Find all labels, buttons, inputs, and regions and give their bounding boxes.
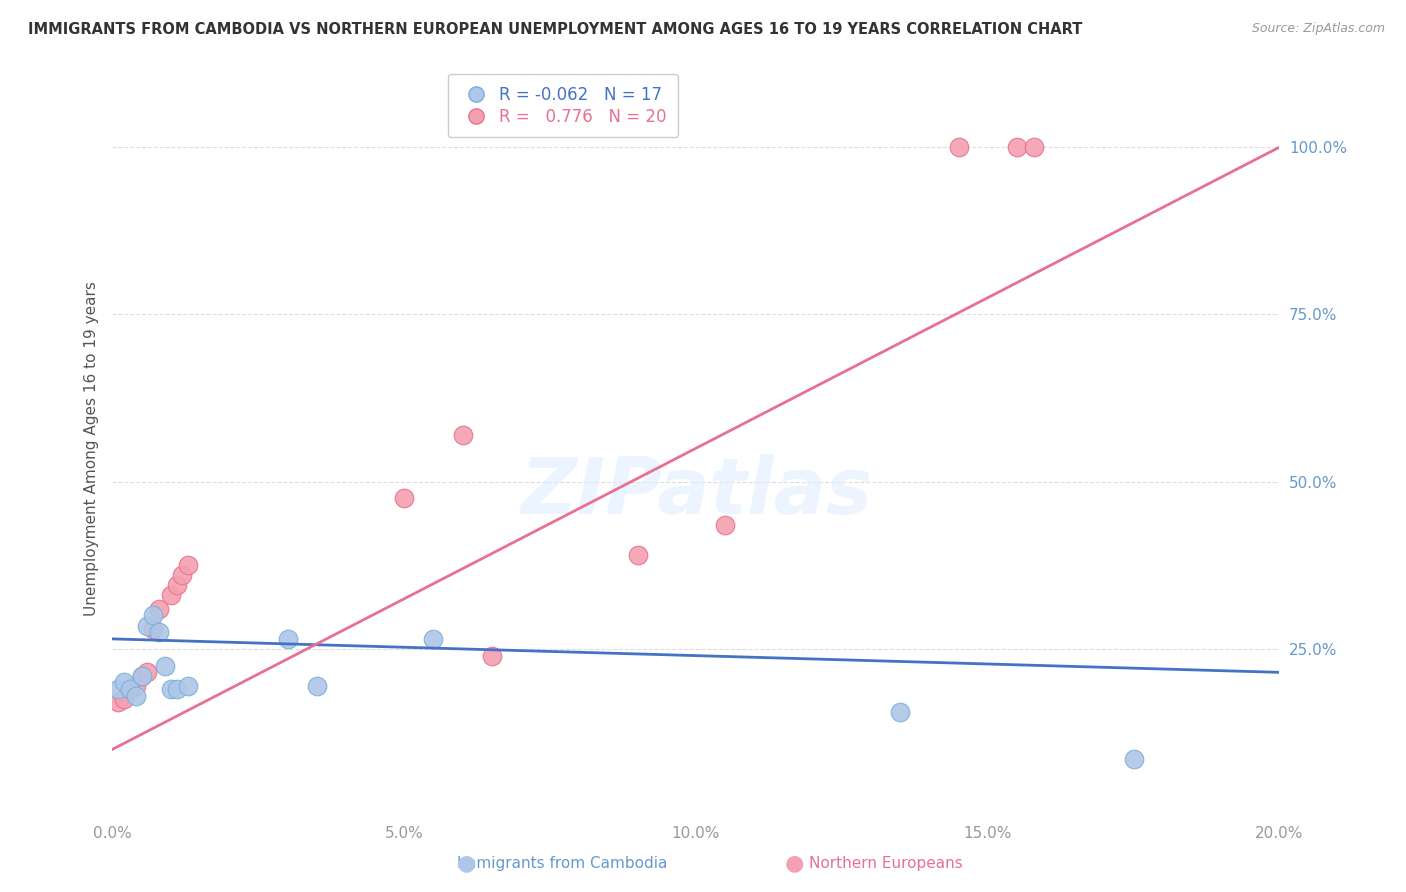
- Text: IMMIGRANTS FROM CAMBODIA VS NORTHERN EUROPEAN UNEMPLOYMENT AMONG AGES 16 TO 19 Y: IMMIGRANTS FROM CAMBODIA VS NORTHERN EUR…: [28, 22, 1083, 37]
- Y-axis label: Unemployment Among Ages 16 to 19 years: Unemployment Among Ages 16 to 19 years: [83, 281, 98, 615]
- Point: [714, 518, 737, 533]
- Point: [394, 491, 416, 506]
- Point: [166, 578, 188, 592]
- Legend: R = -0.062   N = 17, R =   0.776   N = 20: R = -0.062 N = 17, R = 0.776 N = 20: [447, 74, 679, 137]
- Point: [125, 689, 148, 703]
- Point: [481, 648, 503, 663]
- Point: [136, 618, 159, 632]
- Point: [131, 669, 153, 683]
- Text: ●: ●: [785, 854, 804, 873]
- Point: [177, 679, 200, 693]
- Point: [148, 625, 170, 640]
- Point: [107, 681, 129, 696]
- Point: [305, 679, 328, 693]
- Point: [142, 608, 165, 623]
- Point: [136, 665, 159, 680]
- Point: [153, 658, 176, 673]
- Point: [1005, 140, 1028, 154]
- Point: [107, 696, 129, 710]
- Point: [148, 601, 170, 615]
- Point: [118, 681, 141, 696]
- Point: [160, 681, 183, 696]
- Text: Immigrants from Cambodia: Immigrants from Cambodia: [457, 856, 668, 871]
- Text: Northern Europeans: Northern Europeans: [808, 856, 963, 871]
- Text: Source: ZipAtlas.com: Source: ZipAtlas.com: [1251, 22, 1385, 36]
- Point: [131, 669, 153, 683]
- Point: [627, 548, 650, 563]
- Text: ●: ●: [457, 854, 477, 873]
- Point: [276, 632, 298, 646]
- Point: [112, 692, 135, 706]
- Point: [948, 140, 970, 154]
- Point: [166, 681, 188, 696]
- Point: [125, 679, 148, 693]
- Point: [889, 706, 911, 720]
- Point: [177, 558, 200, 573]
- Point: [172, 568, 194, 582]
- Point: [142, 622, 165, 636]
- Point: [160, 589, 183, 603]
- Point: [451, 428, 474, 442]
- Text: ZIPatlas: ZIPatlas: [520, 454, 872, 531]
- Point: [118, 681, 141, 696]
- Point: [1122, 752, 1144, 766]
- Point: [422, 632, 444, 646]
- Point: [112, 675, 135, 690]
- Point: [1024, 140, 1046, 154]
